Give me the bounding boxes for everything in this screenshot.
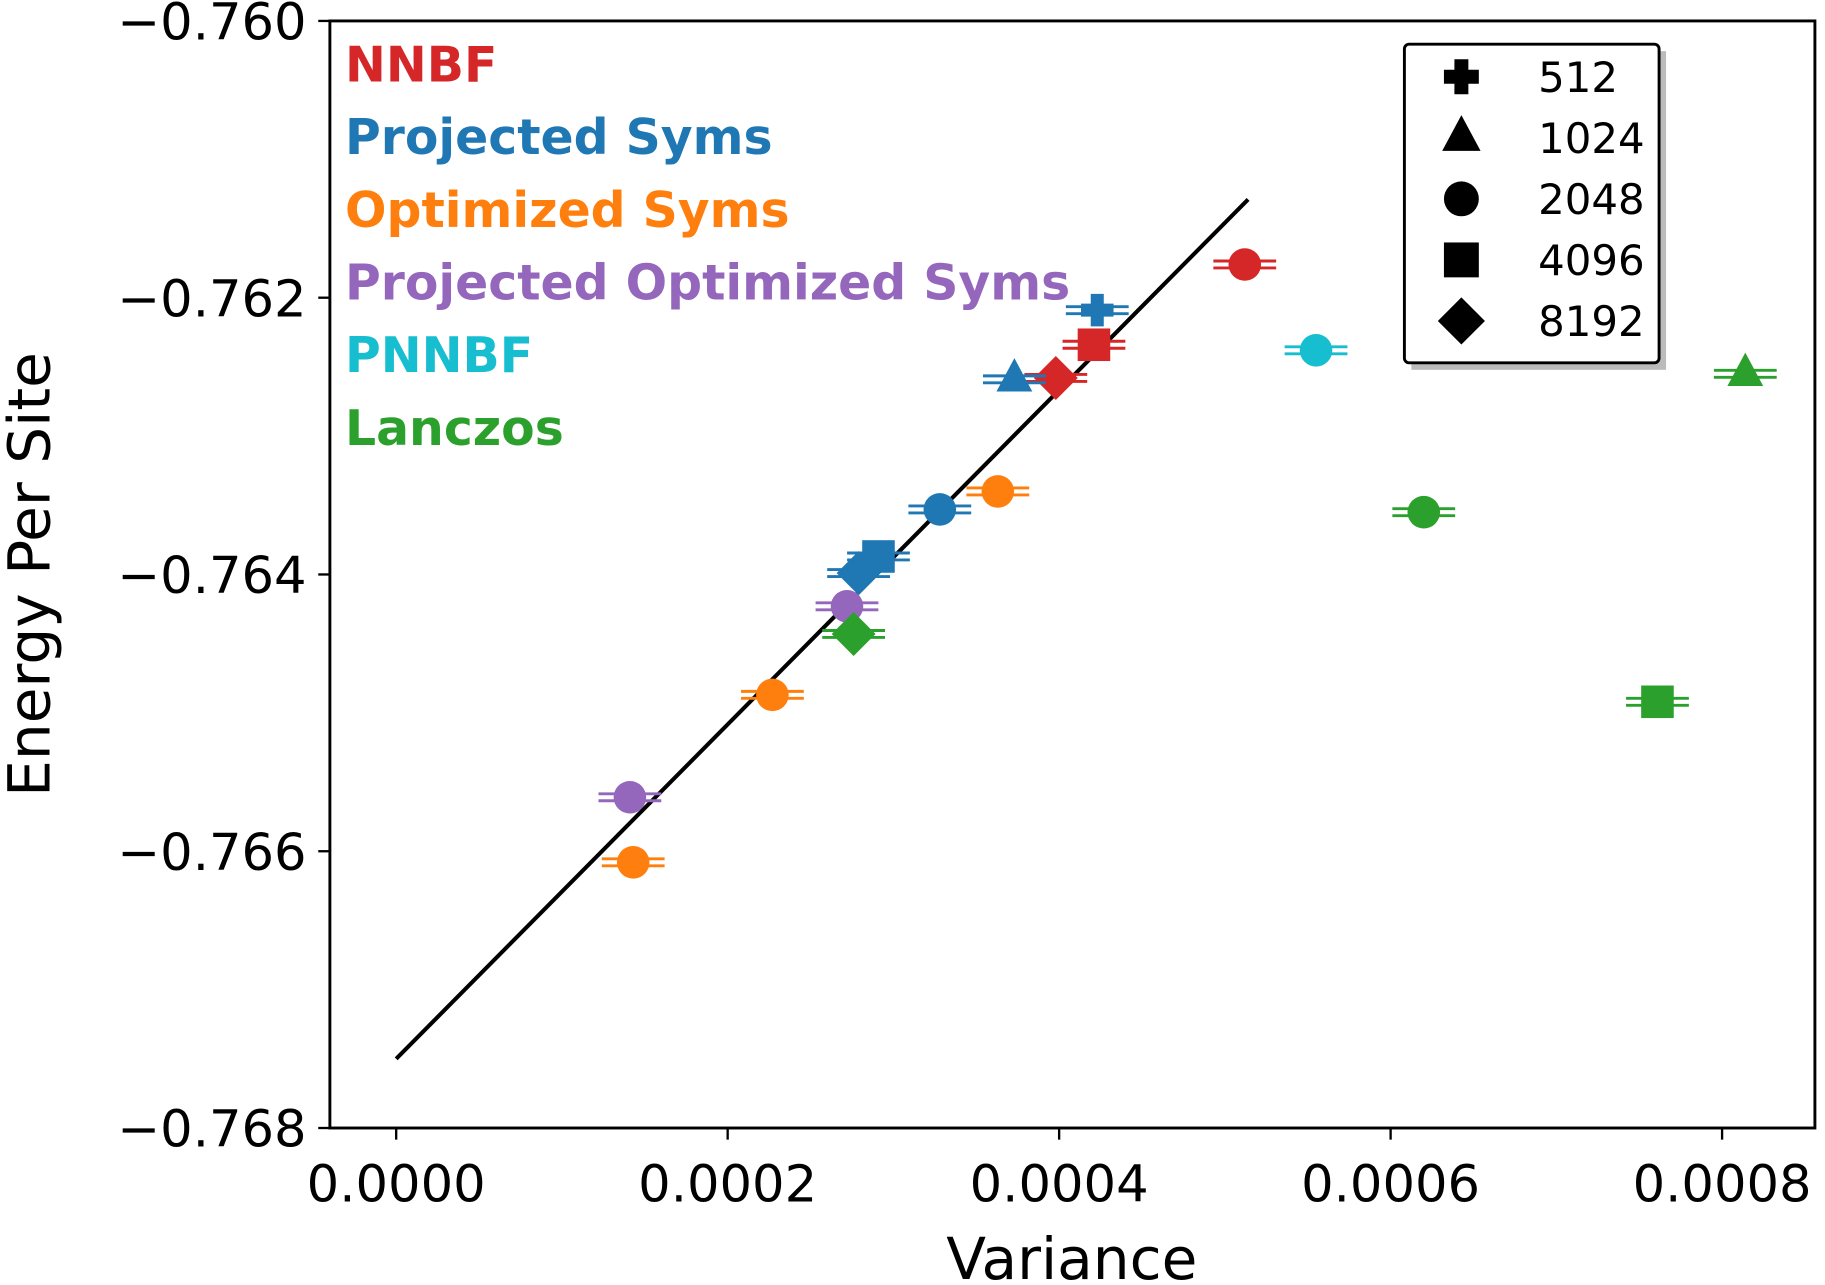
y-tick-label: −0.768 bbox=[117, 1101, 306, 1160]
diamond-marker bbox=[831, 611, 876, 656]
circle-marker bbox=[1407, 495, 1441, 529]
marker-legend-label: 1024 bbox=[1538, 114, 1645, 163]
square-marker bbox=[1443, 242, 1479, 278]
data-point bbox=[923, 493, 957, 526]
circle-marker bbox=[981, 475, 1015, 508]
data-point bbox=[756, 678, 789, 712]
data-point bbox=[1080, 293, 1114, 327]
circle-marker bbox=[1443, 181, 1479, 217]
series-legend-label: PNNBF bbox=[345, 327, 533, 384]
y-tick-label: −0.764 bbox=[117, 547, 306, 606]
plus-marker bbox=[1443, 59, 1479, 95]
x-tick-label: 0.0006 bbox=[1301, 1155, 1480, 1214]
data-point bbox=[1228, 248, 1262, 281]
x-tick-label: 0.0002 bbox=[638, 1155, 817, 1214]
series-legend-label: Lanczos bbox=[345, 400, 564, 457]
y-tick-label: −0.760 bbox=[117, 0, 306, 53]
diamond-marker bbox=[1437, 297, 1485, 345]
circle-marker bbox=[616, 846, 650, 879]
triangle-marker bbox=[996, 358, 1033, 392]
series-legend-label: Projected Optimized Syms bbox=[345, 254, 1070, 311]
data-point bbox=[1407, 495, 1441, 529]
marker-legend-label: 2048 bbox=[1538, 175, 1645, 224]
data-point bbox=[613, 780, 647, 814]
series-projected-optimized-syms bbox=[598, 590, 879, 814]
y-tick-label: −0.766 bbox=[117, 824, 306, 883]
y-tick-label: −0.762 bbox=[117, 270, 306, 329]
legend-triangle-icon bbox=[1442, 115, 1481, 151]
data-point bbox=[996, 358, 1033, 392]
series-legend-label: NNBF bbox=[345, 36, 497, 93]
legend-frame bbox=[1402, 42, 1661, 365]
data-point bbox=[1077, 328, 1111, 362]
marker-legend-label: 8192 bbox=[1538, 297, 1645, 346]
legend-diamond-icon bbox=[1437, 297, 1485, 345]
data-point bbox=[1641, 685, 1674, 719]
series-optimized-syms bbox=[601, 475, 1030, 879]
series-projected-syms bbox=[827, 293, 1129, 596]
x-axis-label: Variance bbox=[946, 1225, 1197, 1285]
marker-legend-label: 512 bbox=[1538, 53, 1618, 102]
data-point bbox=[1299, 334, 1333, 367]
legend-circle-icon bbox=[1443, 181, 1479, 217]
square-marker bbox=[1641, 685, 1674, 719]
x-tick-label: 0.0000 bbox=[307, 1155, 486, 1214]
plus-marker bbox=[1080, 293, 1114, 327]
circle-marker bbox=[923, 493, 957, 526]
data-point bbox=[981, 475, 1015, 508]
x-tick-label: 0.0004 bbox=[970, 1155, 1149, 1214]
series-legend-label: Optimized Syms bbox=[345, 182, 790, 239]
diamond-marker bbox=[836, 551, 881, 596]
marker-legend-label: 4096 bbox=[1538, 236, 1645, 285]
series-pnnbf bbox=[1284, 334, 1348, 367]
circle-marker bbox=[1228, 248, 1262, 281]
triangle-marker bbox=[1442, 115, 1481, 151]
marker-legend: 512 1024 2048 4096 8192 bbox=[1402, 42, 1667, 370]
data-point bbox=[1033, 355, 1078, 400]
legend-square-icon bbox=[1443, 242, 1479, 278]
series-legend-label: Projected Syms bbox=[345, 109, 773, 166]
series-nnbf bbox=[1024, 248, 1277, 400]
series-lanczos bbox=[822, 352, 1777, 719]
square-marker bbox=[1077, 328, 1111, 362]
triangle-marker bbox=[1727, 352, 1764, 387]
x-tick-label: 0.0008 bbox=[1633, 1155, 1812, 1214]
data-point bbox=[616, 846, 650, 879]
series-legend: NNBF Projected Syms Optimized Syms Projecte… bbox=[345, 36, 1070, 456]
circle-marker bbox=[1299, 334, 1333, 367]
diamond-marker bbox=[1033, 355, 1078, 400]
circle-marker bbox=[613, 780, 647, 814]
circle-marker bbox=[756, 678, 789, 712]
data-point bbox=[1727, 352, 1764, 387]
data-point bbox=[831, 611, 876, 656]
legend-plus-icon bbox=[1443, 59, 1479, 95]
data-point bbox=[836, 551, 881, 596]
y-axis-label: Energy Per Site bbox=[0, 352, 64, 797]
